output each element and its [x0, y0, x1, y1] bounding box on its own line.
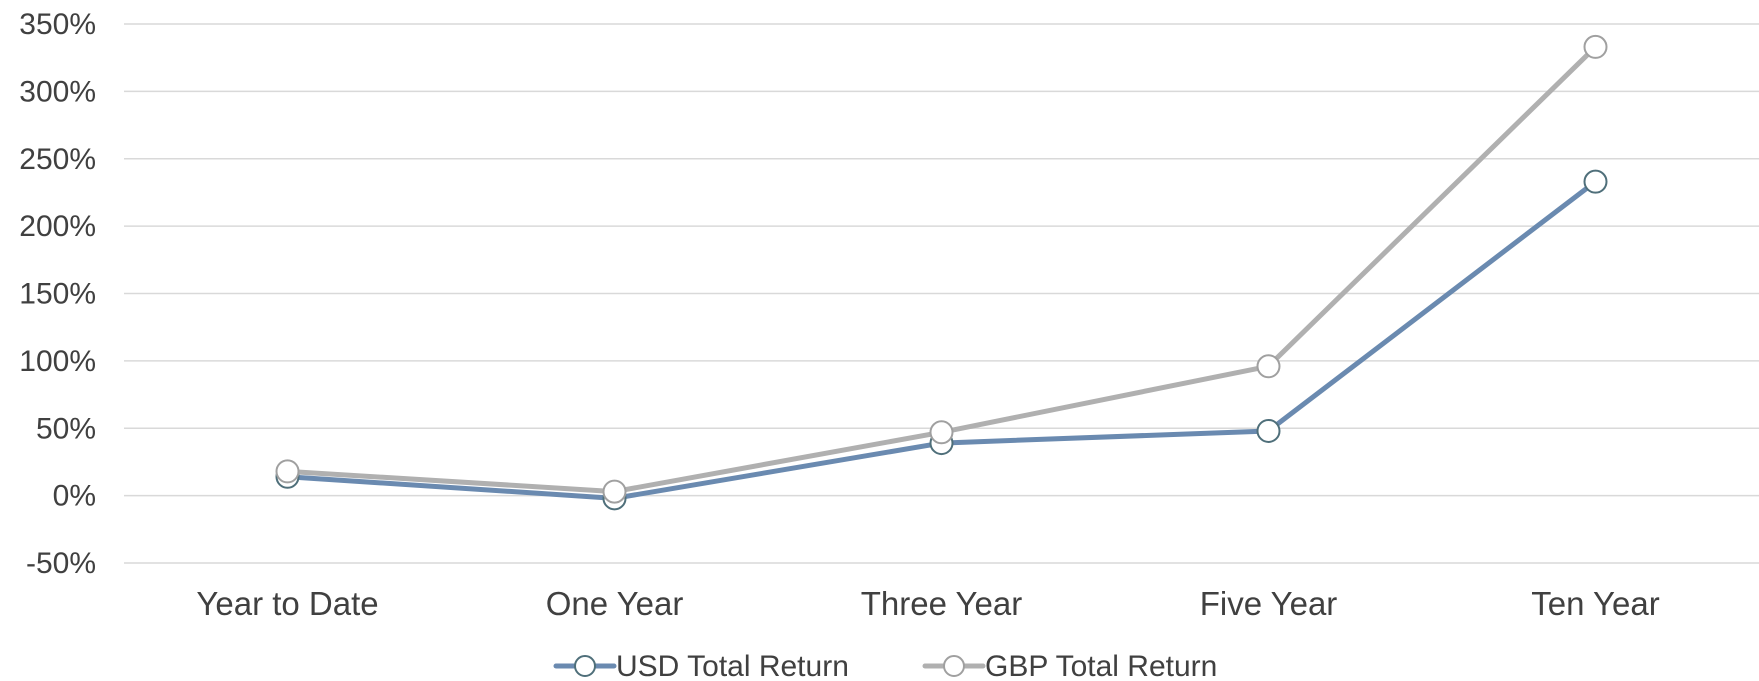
- data-point-gbp: [1583, 34, 1608, 59]
- x-category-label: Five Year: [1200, 585, 1338, 622]
- x-category-label: Ten Year: [1531, 585, 1659, 622]
- legend-label: GBP Total Return: [985, 650, 1217, 681]
- y-tick-label: 50%: [36, 412, 96, 445]
- y-tick-label: 0%: [53, 480, 96, 513]
- data-point-gbp: [275, 459, 300, 484]
- x-category-label: Three Year: [861, 585, 1022, 622]
- series-markers: [275, 34, 1608, 511]
- x-category-label: Year to Date: [196, 585, 378, 622]
- y-axis-tick-labels: 350% 300% 250% 200% 150% 100% 50% 0% -50%: [19, 8, 96, 580]
- y-tick-label: 300%: [19, 75, 96, 108]
- legend: USD Total Return GBP Total Return: [553, 650, 1217, 681]
- x-axis-category-labels: Year to Date One Year Three Year Five Year T…: [196, 585, 1659, 622]
- data-point-gbp: [1256, 354, 1281, 379]
- legend-marker-swatch: [574, 655, 596, 677]
- y-tick-label: -50%: [26, 547, 96, 580]
- y-tick-label: 150%: [19, 278, 96, 311]
- data-point-usd: [1256, 418, 1281, 443]
- y-tick-label: 250%: [19, 143, 96, 176]
- data-point-gbp: [602, 479, 627, 504]
- data-point-usd: [1583, 169, 1608, 194]
- legend-item-usd: USD Total Return: [553, 650, 849, 681]
- legend-label: USD Total Return: [616, 650, 849, 681]
- y-tick-label: 100%: [19, 345, 96, 378]
- x-category-label: One Year: [546, 585, 684, 622]
- legend-item-gbp: GBP Total Return: [922, 650, 1217, 681]
- data-point-gbp: [929, 420, 954, 445]
- y-tick-label: 200%: [19, 210, 96, 243]
- y-tick-label: 350%: [19, 8, 96, 41]
- legend-marker-swatch: [943, 655, 965, 677]
- gridlines: [124, 23, 1759, 564]
